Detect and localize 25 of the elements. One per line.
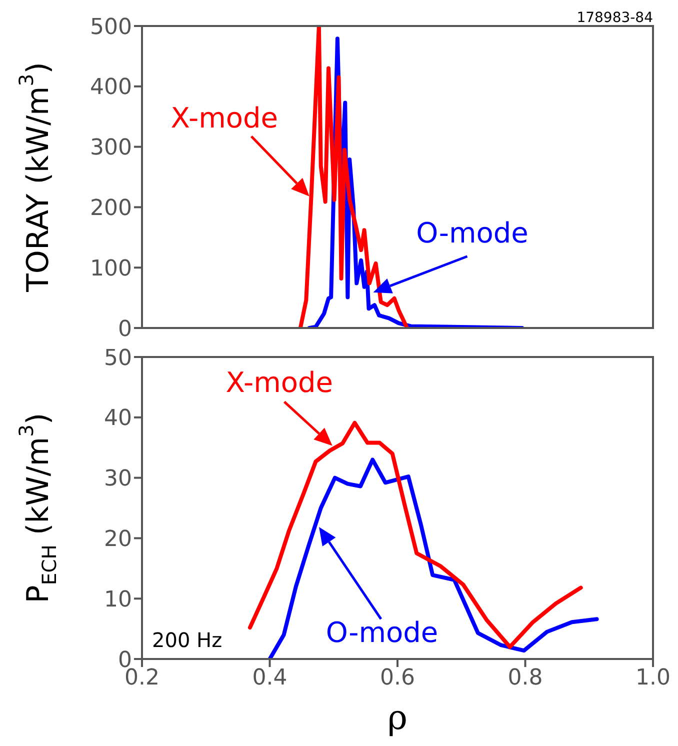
annotation: 178983-84 <box>576 10 654 26</box>
annotation: O-mode <box>326 616 438 648</box>
x-axis-title: ρ <box>388 698 408 738</box>
annotation: X-mode <box>170 100 278 134</box>
annotation: 200 Hz <box>152 628 222 652</box>
y-tick-label: 50 <box>104 346 132 371</box>
line-series <box>298 26 410 328</box>
annotation: X-mode <box>226 365 333 398</box>
y-tick-label: 40 <box>104 406 132 432</box>
y-tick-label: 200 <box>90 196 132 222</box>
x-tick-label: 0.8 <box>508 666 543 691</box>
x-tick-label: 0.4 <box>252 666 288 691</box>
y-tick-label: 100 <box>90 256 132 282</box>
line-series <box>268 458 599 659</box>
y-tick-label: 30 <box>104 466 132 492</box>
y-tick-label: 10 <box>104 587 132 612</box>
y-tick-label: 0 <box>118 316 132 342</box>
annotation: O-mode <box>416 216 528 249</box>
y-tick-label: 400 <box>90 75 132 100</box>
x-tick-label: 0.6 <box>380 666 415 691</box>
x-tick-label: 1.0 <box>636 666 670 691</box>
y-tick-label: 20 <box>104 527 132 552</box>
line-series <box>248 420 583 649</box>
y-tick-label: 300 <box>90 136 132 161</box>
y-tick-label: 500 <box>90 14 132 40</box>
